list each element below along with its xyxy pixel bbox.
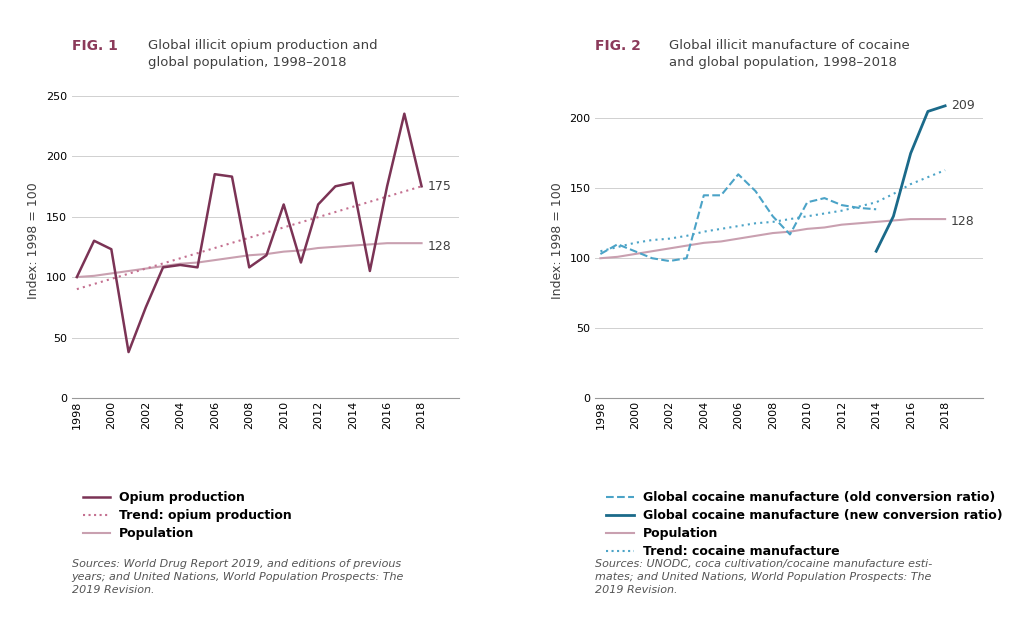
Text: Global illicit opium production and
global population, 1998–2018: Global illicit opium production and glob…	[148, 39, 378, 69]
Text: 128: 128	[951, 215, 975, 229]
Legend: Global cocaine manufacture (old conversion ratio), Global cocaine manufacture (n: Global cocaine manufacture (old conversi…	[601, 486, 1008, 563]
Text: 175: 175	[428, 180, 452, 193]
Text: Sources: World Drug Report 2019, and editions of previous
years; and United Nati: Sources: World Drug Report 2019, and edi…	[72, 559, 404, 595]
Text: 209: 209	[951, 100, 975, 112]
Y-axis label: Index: 1998 = 100: Index: 1998 = 100	[551, 182, 563, 299]
Text: FIG. 1: FIG. 1	[72, 39, 118, 53]
Y-axis label: Index: 1998 = 100: Index: 1998 = 100	[28, 182, 40, 299]
Text: 128: 128	[428, 240, 452, 254]
Text: Sources: UNODC, coca cultivation/cocaine manufacture esti-
mates; and United Nat: Sources: UNODC, coca cultivation/cocaine…	[595, 559, 933, 595]
Text: Global illicit manufacture of cocaine
and global population, 1998–2018: Global illicit manufacture of cocaine an…	[669, 39, 909, 69]
Text: FIG. 2: FIG. 2	[595, 39, 641, 53]
Legend: Opium production, Trend: opium production, Population: Opium production, Trend: opium productio…	[78, 486, 297, 545]
